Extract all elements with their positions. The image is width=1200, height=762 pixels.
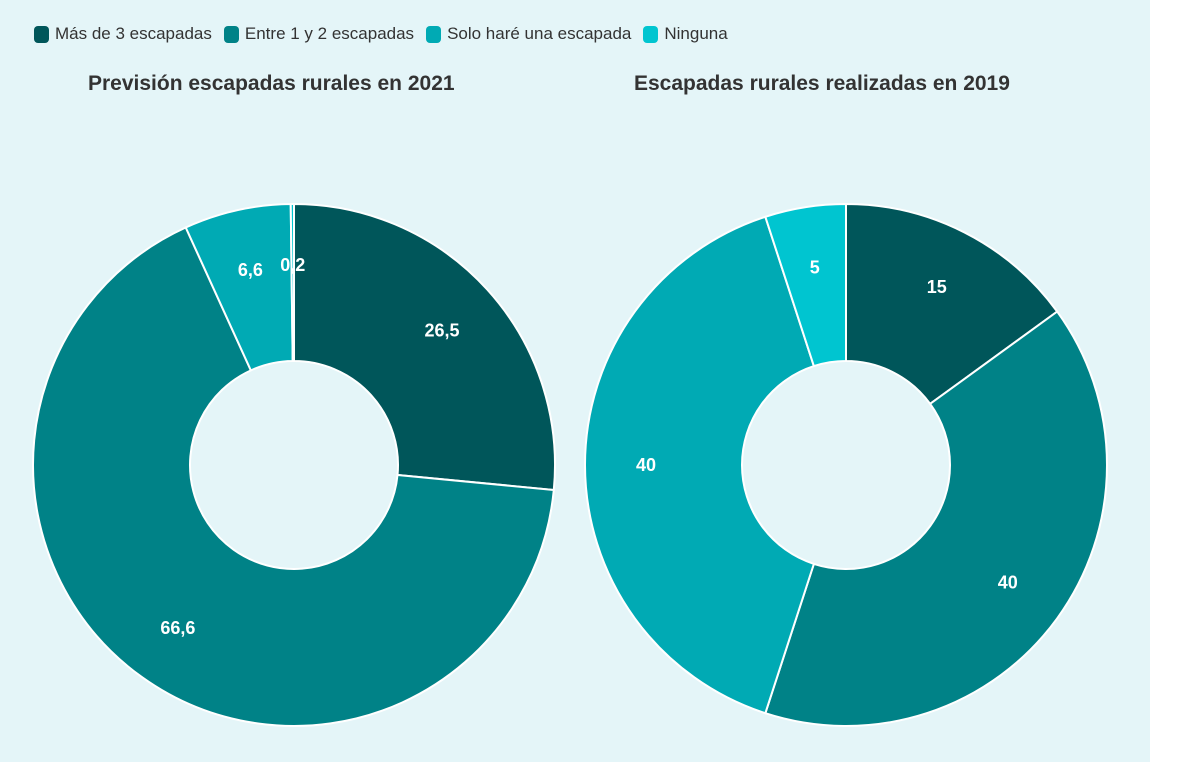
legend-swatch: [643, 25, 659, 43]
legend-swatch: [34, 25, 49, 43]
data-label-entre-1-y-2: 66,6: [160, 618, 195, 638]
donut-chart-2019: 15 40 40 5: [584, 202, 1108, 727]
donut-slice-entre-1-y-2[interactable]: [764, 310, 1108, 727]
donut-slice-mas-de-3[interactable]: [293, 202, 556, 492]
legend-swatch: [426, 25, 442, 43]
donut-slice-entre-1-y-2[interactable]: [32, 226, 555, 727]
legend: Más de 3 escapadas Entre 1 y 2 escapadas…: [34, 22, 740, 46]
legend-item-solo-una[interactable]: Solo haré una escapada: [426, 24, 631, 44]
data-label-solo-una: 40: [636, 455, 656, 475]
data-label-solo-una: 6,6: [238, 260, 263, 280]
data-label-mas-de-3: 15: [927, 277, 947, 297]
data-label-entre-1-y-2: 40: [998, 573, 1018, 593]
legend-swatch: [223, 25, 239, 43]
donut-chart-2021: 26,5 66,6 6,6 0,2: [32, 202, 556, 727]
legend-item-mas-de-3[interactable]: Más de 3 escapadas: [34, 24, 212, 44]
donut-slice-solo-una[interactable]: [584, 215, 816, 715]
legend-item-ninguna[interactable]: Ninguna: [643, 24, 728, 44]
donut-slice-ninguna[interactable]: [289, 202, 295, 363]
legend-label: Más de 3 escapadas: [55, 24, 212, 43]
chart-panel: Más de 3 escapadas Entre 1 y 2 escapadas…: [0, 0, 1150, 762]
chart-title-2019: Escapadas rurales realizadas en 2019: [634, 72, 1010, 95]
data-label-ninguna: 5: [810, 257, 820, 277]
donut-slice-mas-de-3[interactable]: [845, 202, 1059, 406]
data-label-mas-de-3: 26,5: [425, 321, 460, 341]
charts-svg: 26,5 66,6 6,6 0,2 15 40 40 5: [32, 202, 1108, 727]
donut-slice-ninguna[interactable]: [764, 202, 847, 368]
chart-title-2021: Previsión escapadas rurales en 2021: [88, 72, 455, 95]
legend-label: Ninguna: [664, 24, 728, 43]
data-label-ninguna: 0,2: [280, 255, 305, 275]
legend-label: Entre 1 y 2 escapadas: [244, 24, 415, 43]
legend-label: Solo haré una escapada: [447, 24, 632, 43]
legend-item-entre-1-y-2[interactable]: Entre 1 y 2 escapadas: [223, 24, 415, 44]
